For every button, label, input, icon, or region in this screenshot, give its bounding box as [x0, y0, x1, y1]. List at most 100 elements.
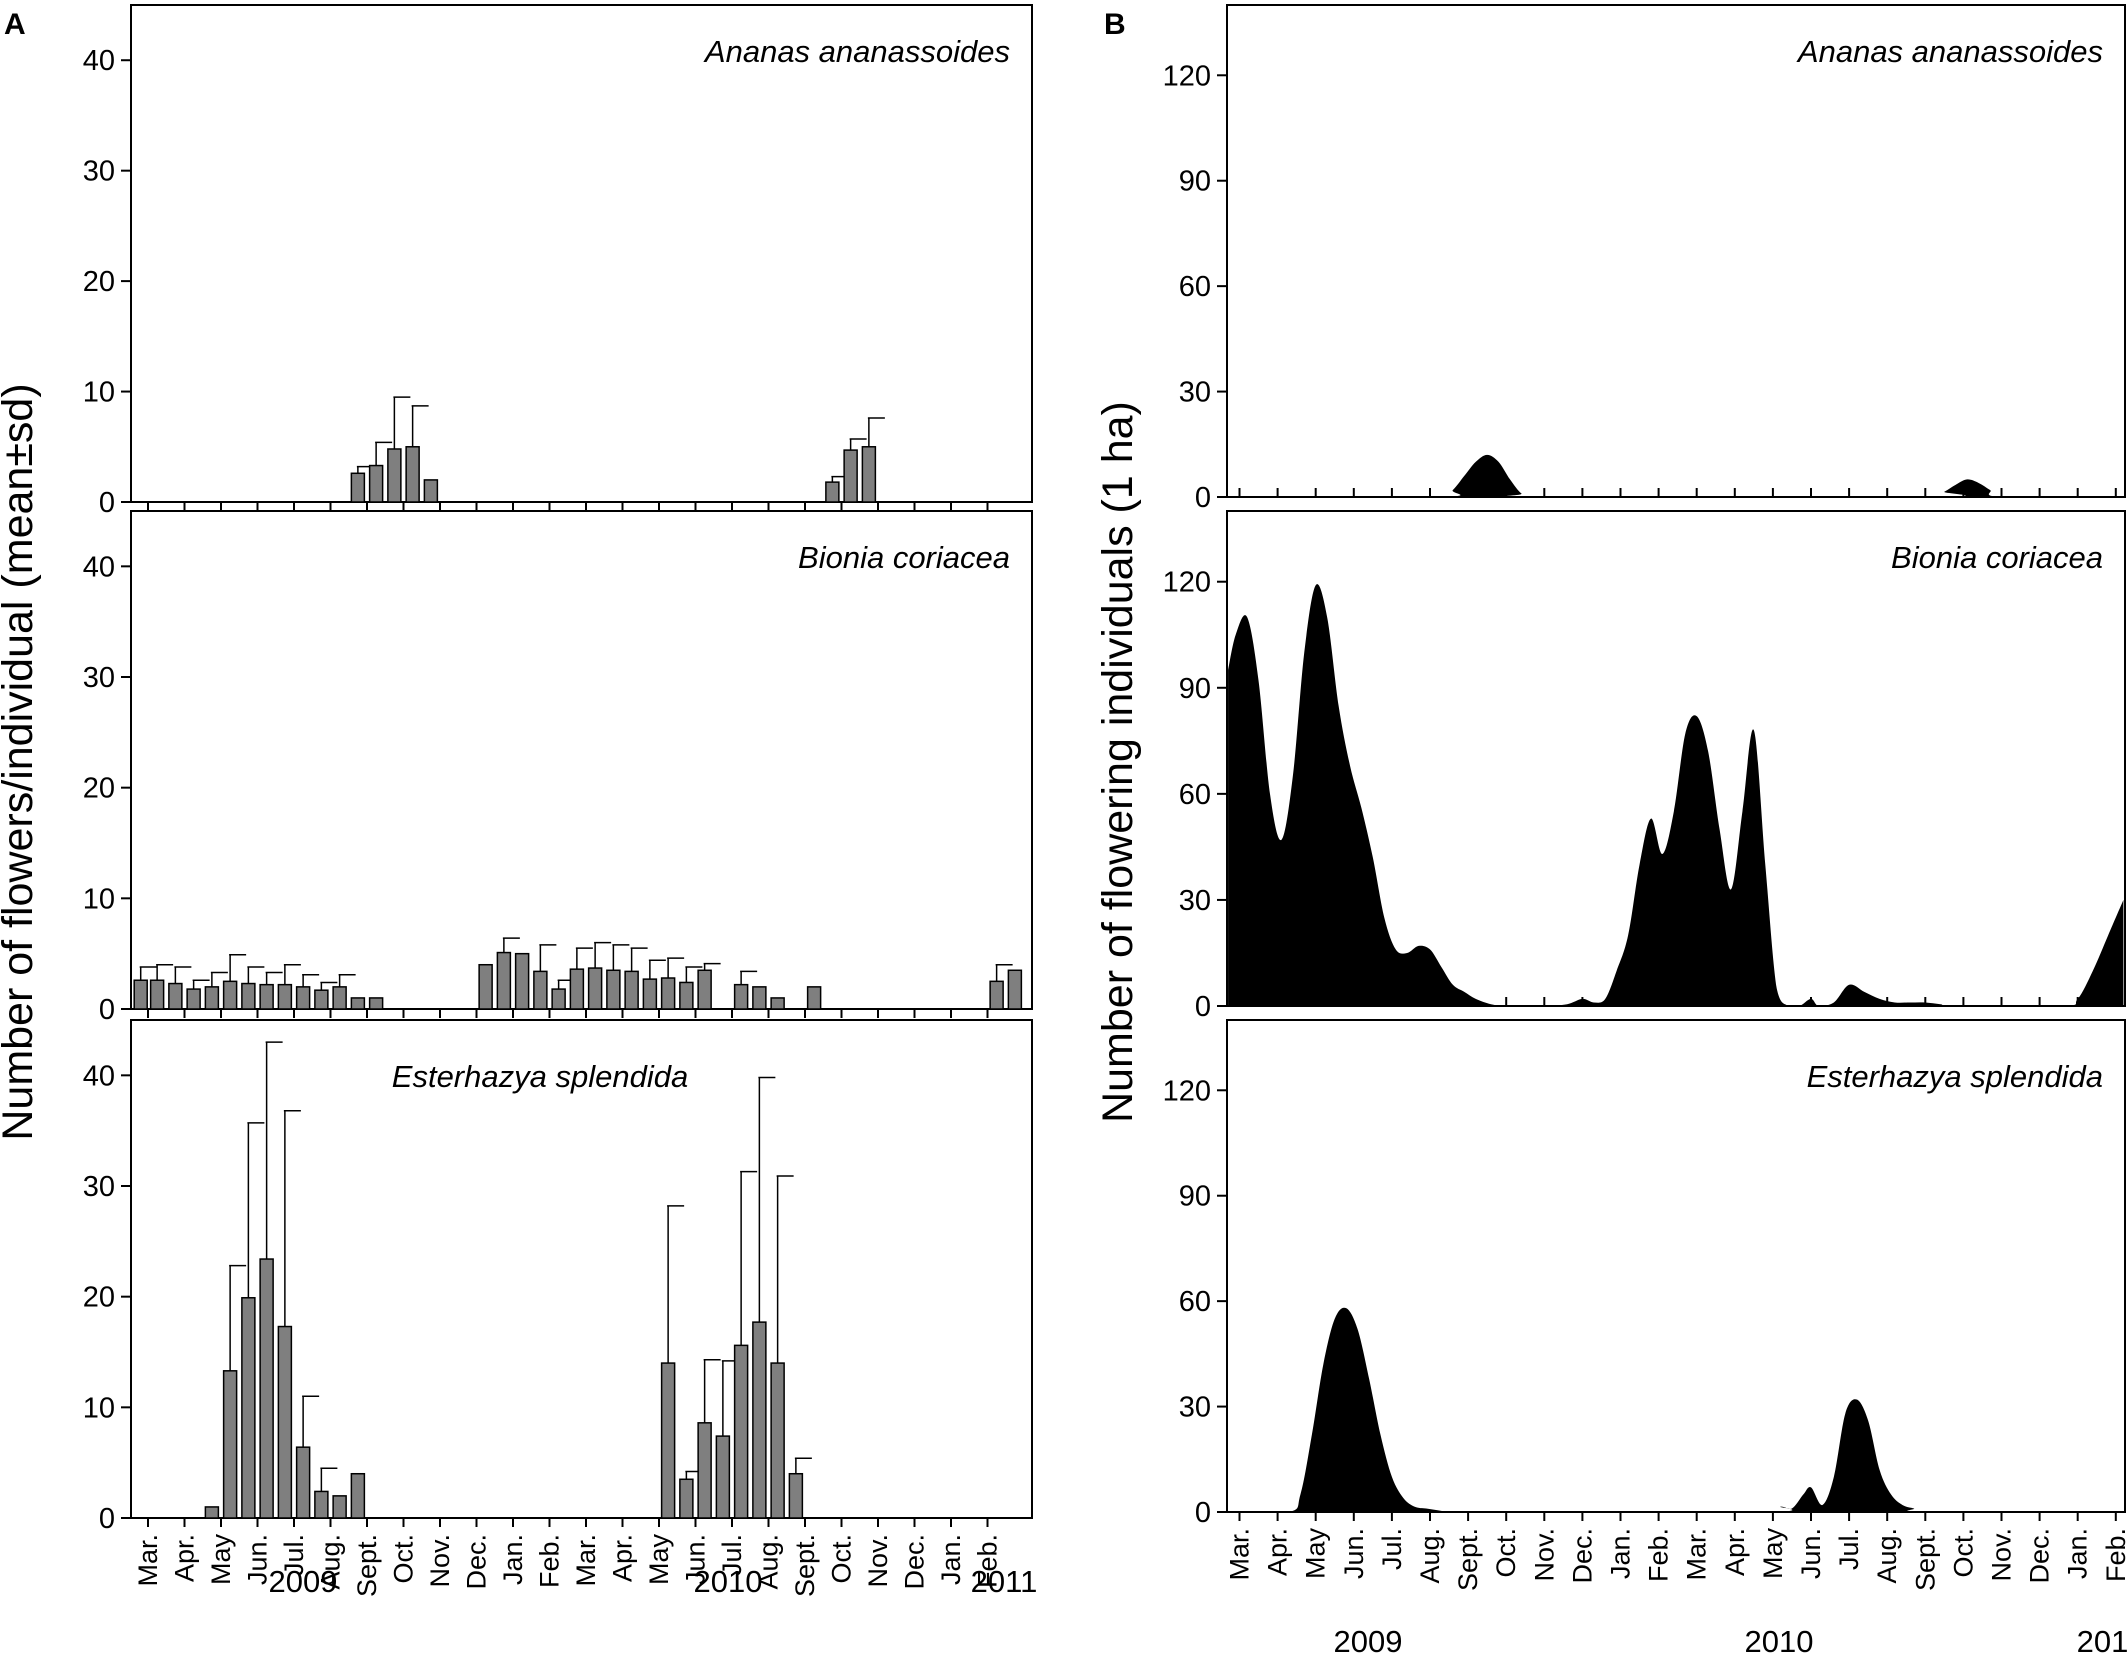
data-bar — [259, 983, 274, 1010]
month-label: Mar. — [571, 1534, 601, 1587]
data-bar — [496, 951, 512, 1010]
y-tick-label: 120 — [1163, 1075, 1211, 1107]
y-tick-label: 40 — [83, 551, 115, 583]
data-bar — [295, 1446, 311, 1519]
year-label: 2010 — [1745, 1624, 1814, 1659]
data-bar — [314, 1490, 329, 1519]
data-bar — [825, 481, 840, 503]
flowering-area — [1228, 454, 2124, 497]
data-bar — [660, 977, 676, 1010]
y-tick-label: 120 — [1163, 567, 1211, 599]
data-bar — [222, 980, 238, 1010]
year-label: 2009 — [1334, 1624, 1403, 1659]
year-label: 2011 — [2077, 1624, 2128, 1659]
month-label: Nov. — [1529, 1528, 1559, 1582]
month-label: Oct. — [827, 1534, 857, 1584]
data-bar — [624, 970, 639, 1010]
data-bar — [733, 983, 749, 1010]
month-label: Sept. — [1910, 1528, 1940, 1591]
month-label: Jun. — [681, 1534, 711, 1585]
month-label: Dec. — [2025, 1528, 2055, 1584]
month-label: Jul. — [1377, 1528, 1407, 1570]
y-tick-label: 30 — [83, 662, 115, 694]
y-tick-label: 30 — [1179, 1392, 1211, 1424]
data-bar — [368, 997, 384, 1010]
species-label: Ananas ananassoides — [703, 34, 1010, 69]
month-label: Feb. — [2101, 1528, 2128, 1582]
y-tick-label: 0 — [99, 487, 115, 519]
subplot-bionia-coriacea: 0 30 60 90 120 Bionia coriacea — [1163, 510, 2126, 1023]
data-bar — [295, 986, 311, 1010]
species-label: Bionia coriacea — [1891, 540, 2103, 575]
data-bar — [277, 983, 293, 1010]
year-label: 2011 — [971, 1564, 1038, 1599]
data-bar — [861, 446, 877, 503]
data-bar — [133, 979, 148, 1010]
data-bar — [204, 1506, 220, 1519]
month-label: Mar. — [133, 1534, 163, 1587]
data-bar — [277, 1325, 293, 1519]
month-label: Jun. — [243, 1534, 273, 1585]
data-bar — [259, 1258, 274, 1519]
data-bar — [350, 997, 366, 1010]
month-label: Sept. — [790, 1534, 820, 1597]
species-label: Bionia coriacea — [798, 540, 1010, 575]
y-tick-label: 0 — [99, 994, 115, 1026]
data-bar — [660, 1362, 676, 1519]
month-label: Nov. — [1987, 1528, 2017, 1582]
data-bar — [533, 970, 548, 1010]
data-bar — [752, 986, 767, 1010]
y-tick-label: 10 — [83, 1392, 115, 1424]
month-label: Jan. — [498, 1534, 528, 1585]
species-label: Ananas ananassoides — [1796, 34, 2103, 69]
y-tick-label: 0 — [99, 1503, 115, 1535]
data-bar — [241, 982, 256, 1010]
year-label: 2009 — [269, 1564, 338, 1599]
data-bar — [551, 988, 566, 1010]
flowering-area — [1228, 1307, 2124, 1512]
month-label: Dec. — [1567, 1528, 1597, 1584]
y-tick-label: 40 — [83, 1060, 115, 1092]
data-bar — [679, 981, 694, 1010]
month-label: Dec. — [462, 1534, 492, 1590]
y-tick-label: 30 — [83, 156, 115, 188]
month-label: Apr. — [1720, 1528, 1750, 1576]
plot-frame — [130, 1019, 1033, 1519]
y-tick-label: 90 — [1179, 673, 1211, 705]
plot-frame — [1226, 4, 2126, 498]
subplot-ananas-ananassoides: 0 30 60 90 120 Ananas ananassoides — [1163, 4, 2126, 514]
data-bar — [587, 967, 603, 1010]
data-bar — [204, 986, 220, 1010]
data-bar — [405, 446, 420, 503]
data-bar — [697, 1422, 712, 1519]
y-tick-label: 60 — [1179, 1286, 1211, 1318]
month-label: May — [1758, 1528, 1788, 1580]
y-tick-label: 30 — [1179, 885, 1211, 917]
month-label: Jun. — [1339, 1528, 1369, 1579]
subplot-esterhazya-splendida: 0 30 60 90 120 Esterhazya splendida Mar. Apr. Ma… — [1163, 1019, 2128, 1659]
month-label: Aug. — [316, 1534, 346, 1590]
y-tick-label: 30 — [1179, 377, 1211, 409]
y-tick-label: 60 — [1179, 271, 1211, 303]
month-label: May — [206, 1534, 236, 1586]
data-bar — [989, 980, 1004, 1010]
y-tick-label: 20 — [83, 1282, 115, 1314]
month-label: Mar. — [1225, 1528, 1255, 1581]
data-bar — [332, 986, 347, 1010]
data-bar — [241, 1297, 256, 1519]
data-bar — [222, 1370, 238, 1519]
month-label: Feb. — [1644, 1528, 1674, 1582]
subplot-ananas-ananassoides: 0 10 20 30 40 Ananas ananassoides — [83, 4, 1033, 519]
month-label: Apr. — [1263, 1528, 1293, 1576]
month-label: Aug. — [754, 1534, 784, 1590]
data-bar — [642, 978, 658, 1010]
y-tick-label: 20 — [83, 773, 115, 805]
month-label: Nov. — [425, 1534, 455, 1588]
month-label: Dec. — [900, 1534, 930, 1590]
month-label: Jul. — [1834, 1528, 1864, 1570]
panel-a: A Number of flowers/individual (mean±sd) 0… — [0, 4, 1038, 1599]
data-bar — [733, 1344, 749, 1519]
month-label: Nov. — [863, 1534, 893, 1588]
y-tick-label: 0 — [1195, 1497, 1211, 1529]
